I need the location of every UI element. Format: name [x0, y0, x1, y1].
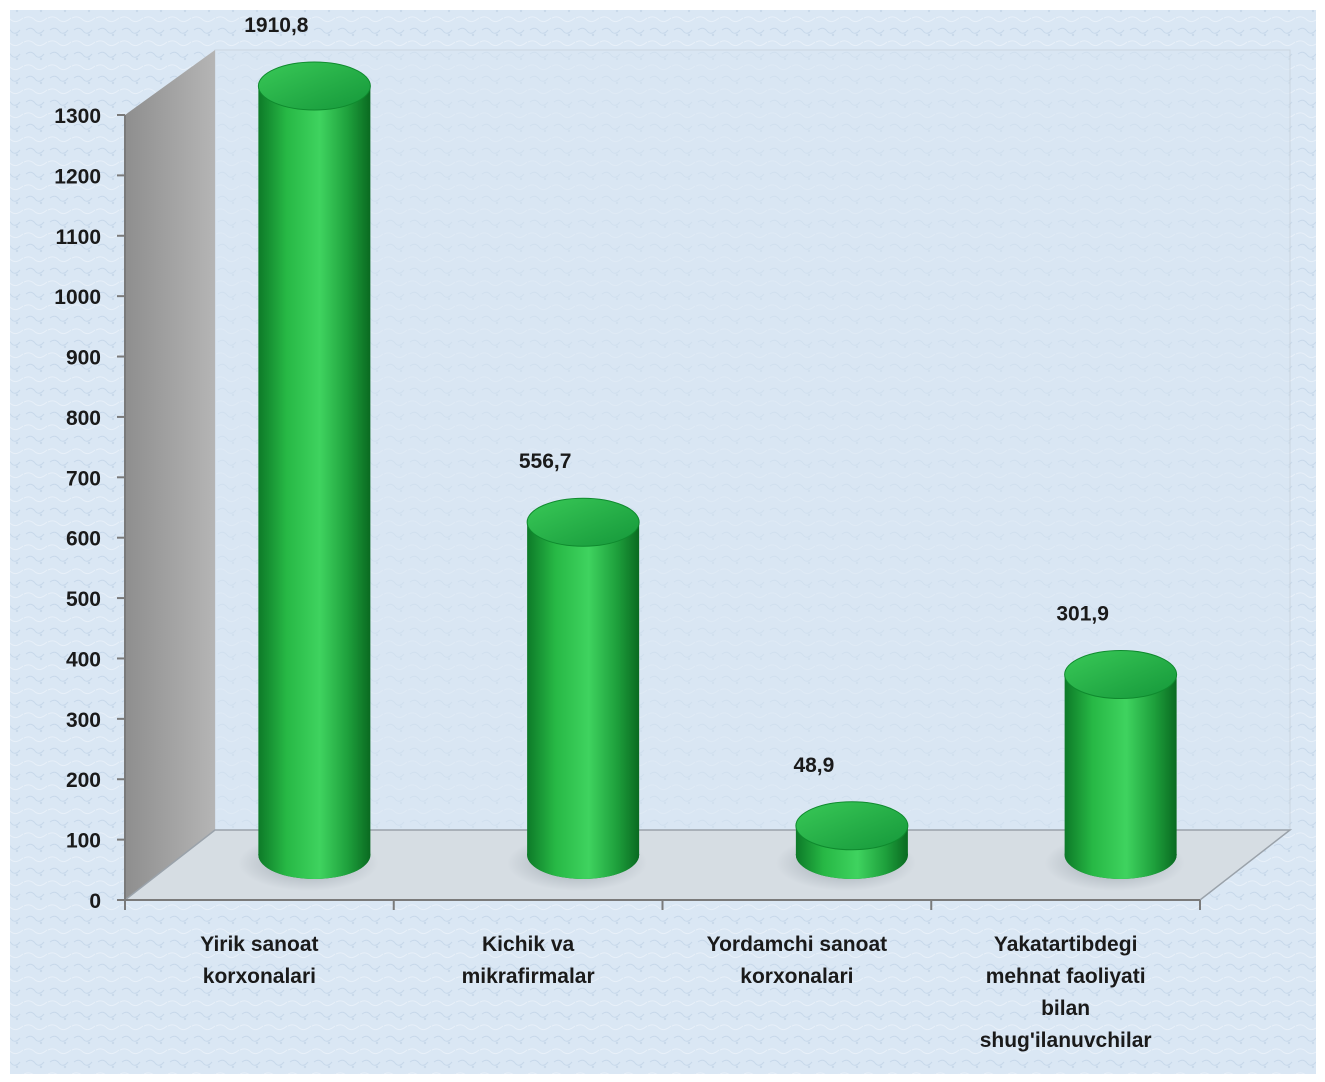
y-tick-label: 500: [66, 588, 101, 611]
category-label: Yirik sanoat korxonalari: [200, 933, 318, 988]
bar-cylinder: [1044, 650, 1185, 891]
category-label-line: mehnat faoliyati: [986, 965, 1146, 988]
category-label-line: Kichik va: [482, 933, 575, 956]
bar-top: [1064, 650, 1178, 700]
bar-series: [238, 61, 1185, 891]
y-tick-label: 600: [66, 528, 101, 551]
category-label-line: mikrafirmalar: [462, 965, 595, 988]
bar-bottom-curve: [795, 854, 908, 879]
category-label: Yakatartibdegi mehnat faoliyati bilan shug'…: [980, 933, 1152, 1052]
y-tick-label: 1300: [54, 105, 101, 128]
y-tick-label: 800: [66, 407, 101, 430]
bar-bottom-curve: [258, 854, 371, 879]
category-label-line: Yakatartibdegi: [994, 933, 1138, 956]
category-labels: Yirik sanoat korxonalari Kichik va mikrafir…: [200, 933, 1151, 1052]
y-tick-label: 100: [66, 830, 101, 853]
category-label: Kichik va mikrafirmalar: [462, 933, 595, 988]
y-tick-label: 1000: [54, 286, 101, 309]
bar-body: [527, 522, 640, 855]
category-label-line: korxonalari: [203, 965, 316, 988]
category-label-line: korxonalari: [740, 965, 853, 988]
category-label-line: shug'ilanuvchilar: [980, 1029, 1152, 1052]
data-labels: 1910,8 556,7 48,9 301,9: [244, 14, 1109, 777]
y-axis-ticks: 0 100 200 300 400 500 600 700 800 900 1000 1100 1200…: [54, 105, 125, 913]
bar-bottom-curve: [527, 854, 640, 879]
bar-cylinder: [507, 497, 648, 891]
bar-cylinder: [238, 61, 379, 891]
y-tick-label: 200: [66, 769, 101, 792]
bar-body: [258, 86, 371, 855]
data-label: 556,7: [519, 450, 572, 473]
side-wall: [125, 50, 215, 900]
bar-body: [1064, 674, 1177, 855]
data-label: 48,9: [793, 754, 834, 777]
y-tick-label: 1200: [54, 165, 101, 188]
category-label: Yordamchi sanoat korxonalari: [707, 933, 888, 988]
category-label-line: Yordamchi sanoat: [707, 933, 888, 956]
y-tick-label: 0: [89, 890, 101, 913]
bar-top: [526, 497, 640, 547]
y-tick-label: 400: [66, 648, 101, 671]
bar-bottom-curve: [1064, 854, 1177, 879]
y-tick-label: 300: [66, 709, 101, 732]
category-label-line: bilan: [1041, 997, 1090, 1020]
bar-top: [257, 61, 371, 111]
data-label: 1910,8: [244, 14, 309, 37]
y-tick-label: 1100: [55, 226, 101, 249]
data-label: 301,9: [1056, 603, 1109, 626]
y-tick-label: 700: [66, 467, 101, 490]
bar-cylinder: [775, 801, 916, 891]
x-axis-ticks: [124, 900, 1201, 910]
category-label-line: Yirik sanoat: [200, 933, 318, 956]
bar-top: [795, 801, 909, 851]
y-tick-label: 900: [66, 347, 101, 370]
